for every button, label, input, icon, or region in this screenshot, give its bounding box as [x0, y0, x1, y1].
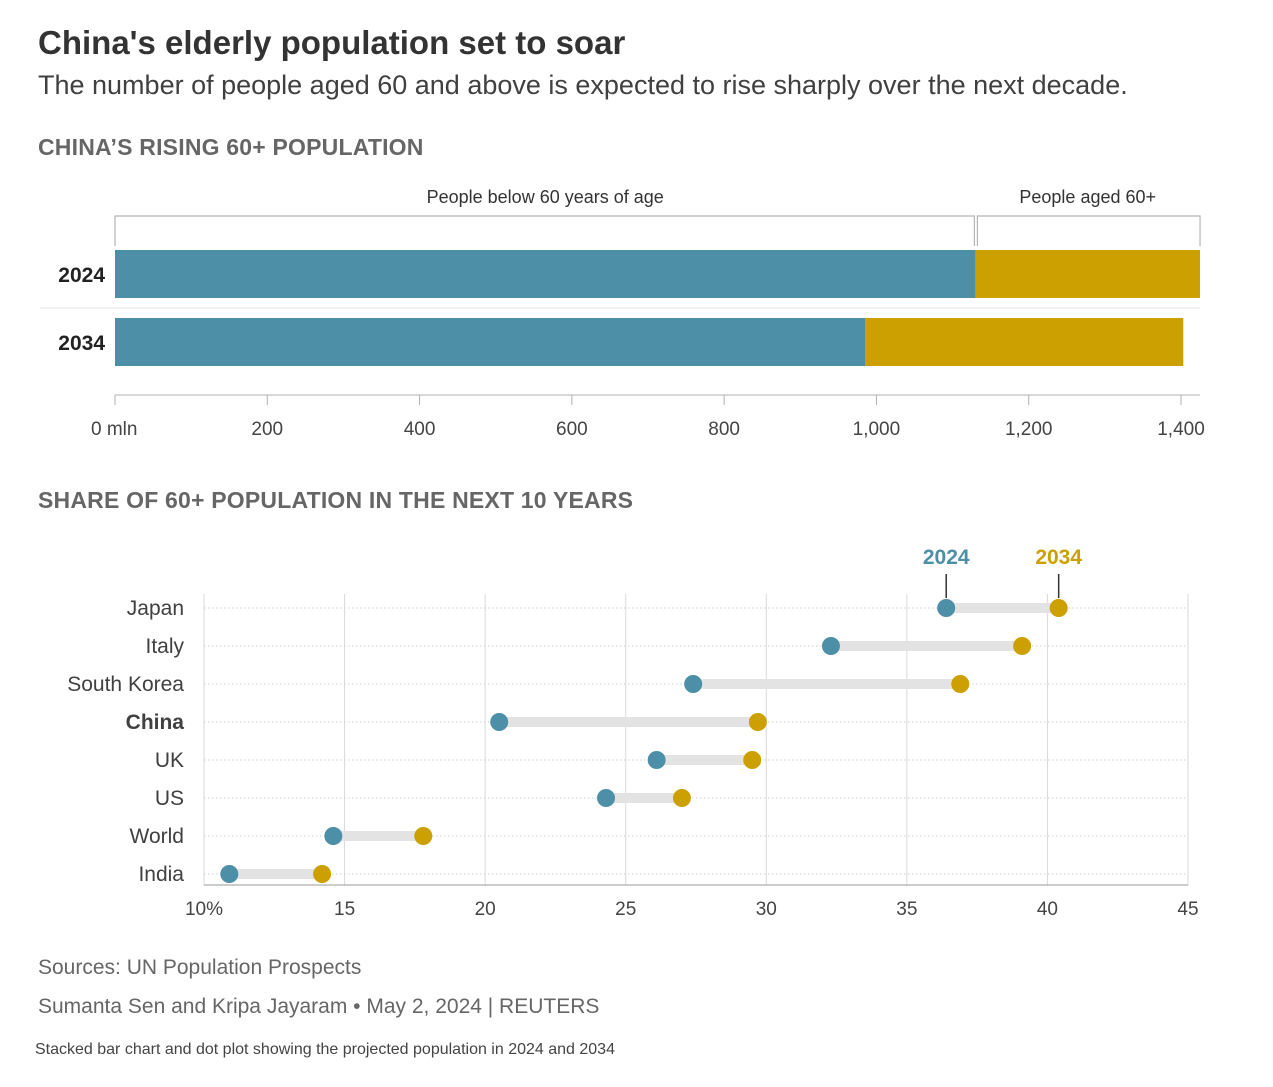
x-tick-label: 20	[475, 899, 496, 920]
dot-2024	[937, 599, 956, 617]
category-label: China	[126, 711, 185, 734]
dumbbell-dot-plot: Japan Italy South Korea China UK US World India…	[67, 546, 1198, 920]
category-label: Japan	[127, 597, 184, 620]
x-tick-label: 200	[251, 419, 283, 440]
x-tick-label: 1,000	[853, 419, 901, 440]
dot-2024	[220, 865, 239, 883]
x-tick-label: 0 mln	[91, 419, 137, 440]
page-title: China's elderly population set to soar	[38, 24, 626, 61]
bar-chart-title: CHINA’S RISING 60+ POPULATION	[38, 134, 424, 160]
dot-2034	[672, 789, 691, 807]
x-tick-label: 40	[1037, 899, 1058, 920]
x-tick-label: 400	[404, 419, 436, 440]
category-label: India	[138, 863, 184, 886]
dot-2034	[1049, 599, 1068, 617]
x-tick-label: 1,200	[1005, 419, 1053, 440]
bar-year-label: 2024	[58, 264, 105, 287]
x-tick-label: 10%	[185, 899, 223, 920]
sources-note: Sources: UN Population Prospects	[38, 956, 362, 979]
category-label: World	[130, 825, 184, 848]
dot-2034	[414, 827, 433, 845]
dot-2024	[647, 751, 666, 769]
page-subtitle: The number of people aged 60 and above i…	[38, 70, 1128, 100]
dot-plot-title: SHARE OF 60+ POPULATION IN THE NEXT 10 Y…	[38, 487, 634, 513]
byline: Sumanta Sen and Kripa Jayaram • May 2, 2…	[38, 995, 600, 1018]
legend-below60: People below 60 years of age	[427, 187, 664, 207]
bar-2024-below60	[115, 250, 976, 298]
legend-2034: 2034	[1035, 546, 1082, 569]
x-tick-label: 30	[756, 899, 777, 920]
dot-2034	[748, 713, 767, 731]
dot-2024	[684, 675, 703, 693]
stacked-bar-chart: 2024 2034 People below 60 years of age Peop…	[40, 187, 1205, 440]
category-label: UK	[155, 749, 184, 772]
bar-year-label: 2034	[58, 332, 105, 355]
bracket-aged60	[976, 215, 1201, 246]
x-tick-label: 45	[1177, 899, 1198, 920]
x-tick-label: 600	[556, 419, 588, 440]
dot-2024	[490, 713, 509, 731]
x-tick-label: 1,400	[1157, 419, 1205, 440]
legend-aged60: People aged 60+	[1019, 187, 1156, 207]
bar-2034-aged60	[865, 318, 1184, 366]
dot-2034	[951, 675, 970, 693]
dot-2024	[324, 827, 343, 845]
dot-2024	[597, 789, 616, 807]
bar-2034-below60	[115, 318, 866, 366]
chart-caption: Stacked bar chart and dot plot showing t…	[35, 1041, 615, 1058]
category-label: South Korea	[67, 673, 184, 696]
x-tick-label: 25	[615, 899, 636, 920]
category-label: US	[155, 787, 184, 810]
category-label: Italy	[145, 635, 184, 658]
bracket-below60	[114, 215, 976, 246]
dot-2034	[1013, 637, 1032, 655]
dot-2034	[313, 865, 332, 883]
x-tick-label: 15	[334, 899, 355, 920]
dot-2024	[821, 637, 840, 655]
bar-2024-aged60	[975, 250, 1201, 298]
x-tick-label: 800	[708, 419, 740, 440]
dot-2034	[743, 751, 762, 769]
x-tick-label: 35	[896, 899, 917, 920]
legend-2024: 2024	[923, 546, 970, 569]
